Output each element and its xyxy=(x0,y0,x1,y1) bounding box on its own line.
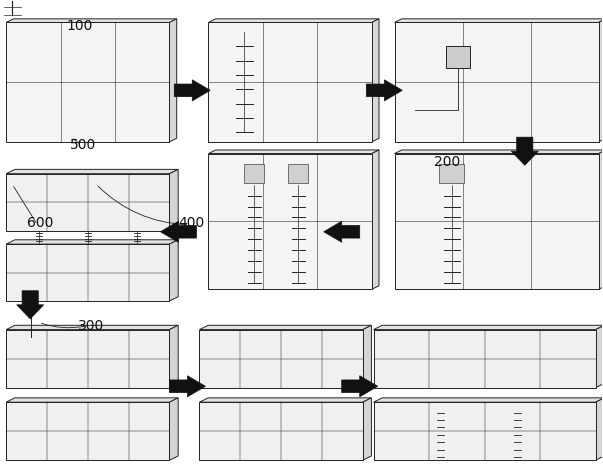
Polygon shape xyxy=(6,402,169,460)
Polygon shape xyxy=(394,23,599,142)
Polygon shape xyxy=(373,402,596,460)
Polygon shape xyxy=(209,150,379,154)
Polygon shape xyxy=(363,398,371,460)
Polygon shape xyxy=(511,137,538,165)
Polygon shape xyxy=(6,244,169,301)
Polygon shape xyxy=(324,221,360,242)
Polygon shape xyxy=(6,19,177,23)
Polygon shape xyxy=(6,174,169,231)
Polygon shape xyxy=(200,402,363,460)
Polygon shape xyxy=(394,154,599,289)
Polygon shape xyxy=(371,150,379,289)
Polygon shape xyxy=(209,154,371,289)
Polygon shape xyxy=(373,325,603,330)
Polygon shape xyxy=(160,221,197,242)
Polygon shape xyxy=(599,150,603,289)
Polygon shape xyxy=(169,398,178,460)
Polygon shape xyxy=(596,325,603,388)
Polygon shape xyxy=(371,19,379,142)
Polygon shape xyxy=(440,164,464,183)
Text: 400: 400 xyxy=(178,216,204,230)
Polygon shape xyxy=(6,240,178,244)
Polygon shape xyxy=(373,398,603,402)
Polygon shape xyxy=(394,150,603,154)
Polygon shape xyxy=(599,19,603,142)
Polygon shape xyxy=(6,23,169,142)
Polygon shape xyxy=(169,325,178,388)
Polygon shape xyxy=(200,398,371,402)
Polygon shape xyxy=(169,170,178,231)
Polygon shape xyxy=(29,304,33,310)
Polygon shape xyxy=(373,330,596,388)
Polygon shape xyxy=(169,19,177,142)
Polygon shape xyxy=(394,19,603,23)
Polygon shape xyxy=(363,325,371,388)
Polygon shape xyxy=(367,80,402,101)
Polygon shape xyxy=(209,23,371,142)
Polygon shape xyxy=(6,170,178,174)
Polygon shape xyxy=(169,240,178,301)
Polygon shape xyxy=(200,330,363,388)
Text: 500: 500 xyxy=(71,138,96,152)
Text: 100: 100 xyxy=(66,19,93,33)
Polygon shape xyxy=(6,325,178,330)
Text: 600: 600 xyxy=(27,216,53,230)
Polygon shape xyxy=(174,80,210,101)
Polygon shape xyxy=(446,46,470,68)
Polygon shape xyxy=(288,164,308,183)
Polygon shape xyxy=(342,376,377,397)
Polygon shape xyxy=(6,330,169,388)
Polygon shape xyxy=(209,19,379,23)
Polygon shape xyxy=(200,325,371,330)
Polygon shape xyxy=(6,398,178,402)
Text: 200: 200 xyxy=(434,155,460,169)
Text: 300: 300 xyxy=(78,319,104,333)
Polygon shape xyxy=(17,291,43,319)
Polygon shape xyxy=(244,164,264,183)
Polygon shape xyxy=(596,398,603,460)
Polygon shape xyxy=(169,376,206,397)
